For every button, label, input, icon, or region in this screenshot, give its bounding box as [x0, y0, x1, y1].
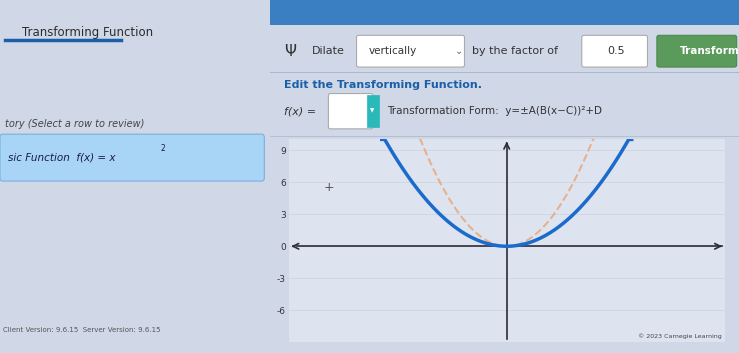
Text: vertically: vertically — [368, 46, 417, 56]
Text: 0.5: 0.5 — [607, 46, 625, 56]
FancyBboxPatch shape — [582, 35, 647, 67]
Text: Transform: Transform — [681, 46, 739, 56]
FancyBboxPatch shape — [657, 35, 737, 67]
Text: Ψ: Ψ — [284, 44, 296, 59]
Text: Transformation Form:  y=±A(B(x−C))²+D: Transformation Form: y=±A(B(x−C))²+D — [387, 106, 602, 116]
Text: tory (Select a row to review): tory (Select a row to review) — [5, 119, 145, 130]
Text: +: + — [324, 181, 335, 194]
Text: Edit the Transforming Function.: Edit the Transforming Function. — [284, 80, 482, 90]
Text: Transforming Function: Transforming Function — [21, 25, 153, 38]
FancyBboxPatch shape — [356, 35, 465, 67]
FancyBboxPatch shape — [0, 134, 265, 181]
Text: sic Function  f(x) = x: sic Function f(x) = x — [8, 152, 115, 163]
Text: © 2023 Carnegie Learning: © 2023 Carnegie Learning — [638, 334, 722, 339]
Text: ▼: ▼ — [370, 109, 374, 114]
Text: ⌄: ⌄ — [455, 46, 463, 56]
FancyBboxPatch shape — [270, 0, 739, 25]
Text: f(x) =: f(x) = — [284, 106, 316, 116]
FancyBboxPatch shape — [367, 95, 378, 127]
Text: Client Version: 9.6.15  Server Version: 9.6.15: Client Version: 9.6.15 Server Version: 9… — [3, 327, 160, 333]
Text: 2: 2 — [160, 144, 166, 153]
FancyBboxPatch shape — [328, 94, 373, 129]
Text: Dilate: Dilate — [312, 46, 345, 56]
Text: by the factor of: by the factor of — [471, 46, 557, 56]
